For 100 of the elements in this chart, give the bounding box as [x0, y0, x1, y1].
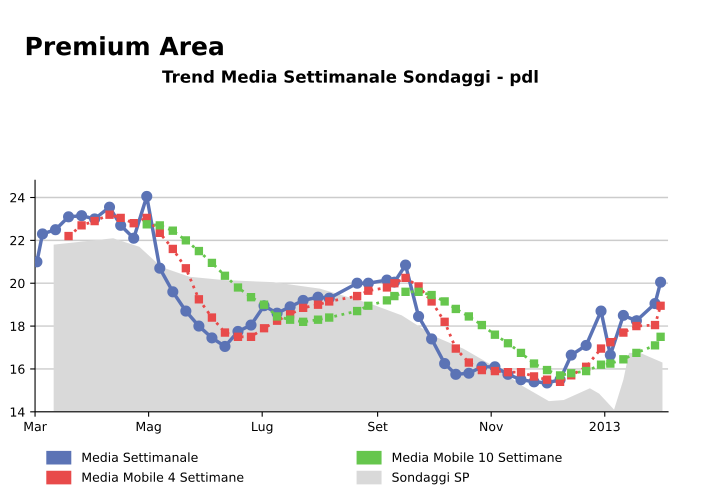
point [530, 359, 538, 368]
y-tick-label: 14 [10, 407, 25, 417]
point [352, 292, 362, 300]
point [325, 297, 334, 306]
point [490, 330, 500, 339]
point [193, 320, 204, 332]
point [582, 366, 590, 376]
point [298, 304, 308, 312]
point [220, 272, 230, 280]
legend-label: Media Mobile 4 Settimane [82, 472, 244, 482]
point [414, 288, 423, 296]
point [450, 368, 462, 380]
point [650, 320, 660, 330]
point [490, 366, 500, 376]
point [194, 246, 204, 256]
point [206, 332, 218, 344]
point [655, 276, 666, 288]
point [167, 286, 178, 298]
point [427, 290, 436, 300]
point [234, 283, 242, 292]
point [516, 348, 526, 358]
point [246, 292, 256, 302]
point [542, 366, 552, 374]
point [452, 304, 460, 314]
point [260, 324, 268, 332]
point [246, 332, 256, 341]
y-tick-label: 16 [10, 364, 25, 374]
point [352, 278, 363, 289]
chart-title: Premium Area [26, 36, 223, 56]
point [580, 340, 592, 351]
point [604, 349, 616, 361]
point [619, 328, 628, 337]
point [656, 332, 665, 341]
chart-subtitle: Trend Media Settimanale Sondaggi - pdl [162, 70, 538, 86]
point [596, 360, 606, 369]
point [219, 340, 231, 352]
point [77, 221, 86, 230]
point [272, 312, 282, 321]
x-tick-label: Mag [136, 422, 161, 434]
point [364, 302, 372, 310]
x-tick-label: Mar [24, 422, 47, 432]
point [516, 368, 526, 376]
legend-label: Media Settimanale [82, 452, 198, 462]
point [130, 219, 138, 228]
x-tick-label: Lug [252, 422, 272, 434]
legend-label: Sondaggi SP [392, 472, 470, 484]
point [619, 355, 628, 364]
point [566, 349, 577, 361]
point [286, 316, 294, 324]
point [400, 259, 412, 271]
point [154, 262, 166, 274]
point [401, 288, 410, 296]
point [364, 286, 372, 295]
x-tick-label: Nov [480, 422, 504, 432]
point [76, 210, 88, 222]
point [439, 358, 450, 370]
point [595, 306, 607, 317]
point [382, 296, 392, 305]
legend-label: Media Mobile 10 Settimane [392, 452, 562, 462]
point [632, 348, 641, 358]
point [463, 368, 474, 379]
point [440, 297, 449, 306]
point [618, 310, 629, 321]
point [390, 279, 399, 288]
point [260, 300, 268, 309]
point [504, 339, 512, 348]
y-tick-label: 18 [10, 322, 24, 332]
point [142, 220, 151, 228]
point [168, 244, 177, 254]
point [325, 313, 334, 322]
point [530, 372, 538, 381]
point [141, 190, 152, 202]
point [156, 221, 164, 230]
point [504, 368, 512, 376]
point [128, 232, 140, 244]
point [478, 366, 486, 374]
point [116, 214, 125, 222]
point [314, 316, 322, 324]
point [64, 232, 73, 240]
y-tick-label: 24 [10, 192, 25, 202]
point [194, 295, 204, 304]
point [401, 274, 410, 282]
point [314, 300, 322, 309]
point [632, 322, 641, 330]
point [234, 332, 242, 341]
point [220, 328, 230, 337]
point [556, 371, 564, 380]
point [245, 319, 257, 331]
point [352, 306, 362, 316]
point [208, 313, 216, 322]
point [180, 306, 192, 317]
point [452, 344, 460, 353]
point [105, 210, 114, 219]
y-tick-label: 22 [10, 236, 24, 246]
point [542, 376, 552, 384]
x-tick-label: 2013 [590, 422, 620, 432]
point [390, 292, 399, 300]
point [656, 302, 665, 310]
point [567, 369, 576, 378]
x-tick-label: Set [368, 422, 388, 432]
